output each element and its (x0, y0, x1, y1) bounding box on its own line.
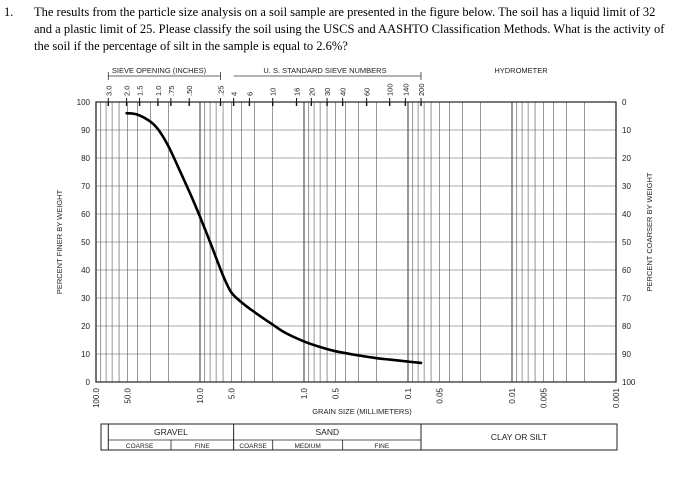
y-tick-label-right: 60 (622, 266, 631, 275)
x-tick-label: 50.0 (123, 387, 132, 403)
y-axis-label-right: PERCENT COARSER BY WEIGHT (645, 172, 654, 291)
sieve-label: 20 (307, 88, 316, 96)
y-tick-label-left: 70 (81, 182, 90, 191)
x-tick-label: 0.1 (404, 387, 413, 399)
sieve-label: 100 (386, 83, 395, 96)
table-sand-medium-label: MEDIUM (294, 443, 320, 450)
y-tick-label-left: 20 (81, 322, 90, 331)
sieve-label: .75 (167, 86, 176, 96)
hydrometer-label: HYDROMETER (494, 66, 548, 75)
grain-size-curve (125, 111, 423, 365)
table-clay-silt-label: CLAY OR SILT (491, 432, 547, 442)
top-label-strip: SIEVE OPENING (INCHES) U. S. STANDARD SIE… (104, 66, 548, 106)
sieve-label: 30 (323, 88, 332, 96)
x-tick-label: 0.005 (539, 387, 548, 408)
x-tick-label: 10.0 (196, 387, 205, 403)
table-frame (100, 423, 618, 451)
sieve-label: 60 (363, 88, 372, 96)
question-line: the soil if the percentage of silt in th… (34, 39, 348, 53)
y-tick-label-left: 80 (81, 154, 90, 163)
classification-table: GRAVEL SAND CLAY OR SILT COARSE FINE COARSE ME… (100, 423, 618, 451)
sieve-label: 200 (417, 83, 426, 96)
sieve-label: 6 (245, 92, 254, 96)
table-gravel-label: GRAVEL (154, 427, 188, 437)
sieve-label: 1.5 (136, 86, 145, 96)
x-tick-label: 100.0 (92, 387, 101, 408)
y-tick-label-left: 100 (77, 98, 91, 107)
question-text: 1. The results from the particle size an… (4, 4, 698, 55)
question-number: 1. (4, 5, 14, 19)
sieve-label: 2.0 (123, 86, 132, 96)
y-tick-label-left: 50 (81, 238, 90, 247)
sieve-opening-label: SIEVE OPENING (INCHES) (112, 66, 207, 75)
sieve-label: 4 (230, 92, 239, 96)
table-gravel-fine-label: FINE (195, 443, 210, 450)
sieve-numbers-label: U. S. STANDARD SIEVE NUMBERS (263, 66, 386, 75)
question-line: and a plastic limit of 25. Please classi… (34, 22, 665, 36)
y-tick-label-right: 10 (622, 126, 631, 135)
y-tick-label-right: 30 (622, 182, 631, 191)
table-sand-fine-label: FINE (374, 443, 389, 450)
chart-labels: 0102030405060708090100100908070605040302… (55, 98, 654, 416)
y-tick-label-right: 40 (622, 210, 631, 219)
y-tick-label-right: 90 (622, 350, 631, 359)
table-gravel-coarse-label: COARSE (126, 443, 154, 450)
y-tick-label-right: 50 (622, 238, 631, 247)
x-axis-label: GRAIN SIZE (MILLIMETERS) (312, 407, 412, 416)
sieve-label: 10 (269, 88, 278, 96)
y-tick-label-right: 80 (622, 322, 631, 331)
y-tick-label-left: 40 (81, 266, 90, 275)
sieve-label: 40 (339, 88, 348, 96)
x-tick-label: 1.0 (300, 387, 309, 399)
y-tick-label-left: 10 (81, 350, 90, 359)
sieve-label: 1.0 (154, 86, 163, 96)
x-tick-label: 0.01 (508, 387, 517, 403)
x-tick-label: 0.5 (331, 387, 340, 399)
y-tick-label-right: 0 (622, 98, 627, 107)
chart-grid (95, 101, 617, 383)
table-sand-label: SAND (315, 427, 339, 437)
sieve-label: .25 (217, 86, 226, 96)
sieve-label: 3.0 (104, 86, 113, 96)
y-axis-label-left: PERCENT FINER BY WEIGHT (55, 189, 64, 294)
table-sand-coarse-label: COARSE (239, 443, 267, 450)
sieve-label: .50 (185, 86, 194, 96)
y-tick-label-left: 30 (81, 294, 90, 303)
x-tick-label: 0.05 (435, 387, 444, 403)
y-tick-label-right: 100 (622, 378, 636, 387)
x-tick-label: 0.001 (612, 387, 621, 408)
y-tick-label-left: 0 (86, 378, 91, 387)
sieve-label: 16 (293, 88, 302, 96)
y-tick-label-left: 60 (81, 210, 90, 219)
y-tick-label-left: 90 (81, 126, 90, 135)
y-tick-label-right: 20 (622, 154, 631, 163)
question-line: The results from the particle size analy… (34, 5, 656, 19)
x-tick-label: 5.0 (227, 387, 236, 399)
chart-frame (95, 101, 617, 383)
sieve-label: 140 (401, 83, 410, 96)
y-tick-label-right: 70 (622, 294, 631, 303)
